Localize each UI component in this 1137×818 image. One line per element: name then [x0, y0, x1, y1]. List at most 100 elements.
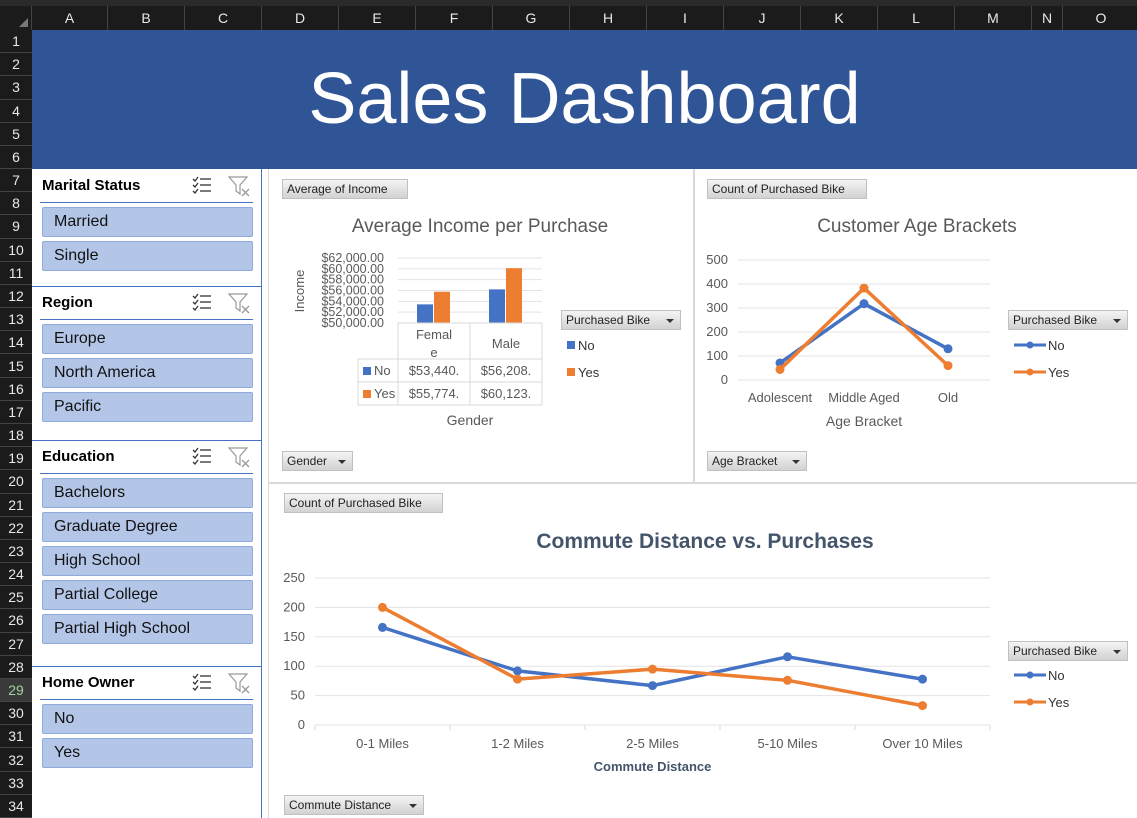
row-header-18[interactable]: 18: [0, 424, 32, 448]
commute-axis-field-button[interactable]: Commute Distance: [284, 795, 424, 815]
row-header-26[interactable]: 26: [0, 609, 32, 633]
clear-filter-icon[interactable]: [227, 672, 251, 694]
age-legend-no: No: [1048, 338, 1065, 353]
commute-legend-field-button[interactable]: Purchased Bike: [1008, 641, 1128, 661]
row-header-25[interactable]: 25: [0, 586, 32, 610]
row-header-21[interactable]: 21: [0, 494, 32, 517]
slicer-item[interactable]: Married: [42, 207, 253, 237]
column-header-h[interactable]: H: [570, 6, 647, 30]
income-y-tick: $50,000.00: [321, 316, 384, 330]
slicer-item[interactable]: North America: [42, 358, 253, 388]
row-header-24[interactable]: 24: [0, 563, 32, 587]
row-header-32[interactable]: 32: [0, 748, 32, 772]
row-header-16[interactable]: 16: [0, 378, 32, 401]
row-header-1[interactable]: 1: [0, 30, 32, 54]
commute-series-yes-point: [648, 664, 657, 674]
commute-chart-title: Commute Distance vs. Purchases: [536, 530, 874, 553]
row-header-28[interactable]: 28: [0, 656, 32, 679]
clear-filter-icon[interactable]: [227, 446, 251, 468]
row-header-8[interactable]: 8: [0, 192, 32, 216]
column-header-e[interactable]: E: [339, 6, 416, 30]
clear-filter-icon[interactable]: [227, 292, 251, 314]
slicer-item[interactable]: Europe: [42, 324, 253, 354]
column-header-j[interactable]: J: [724, 6, 801, 30]
table-cell-value: $53,440.: [409, 363, 460, 378]
age-axis-field-button[interactable]: Age Bracket: [707, 451, 807, 471]
clear-filter-icon[interactable]: [227, 175, 251, 197]
row-header-9[interactable]: 9: [0, 215, 32, 239]
multi-select-icon[interactable]: [192, 447, 212, 465]
row-header-15[interactable]: 15: [0, 354, 32, 378]
row-header-13[interactable]: 13: [0, 308, 32, 332]
column-header-k[interactable]: K: [801, 6, 878, 30]
income-axis-field-button[interactable]: Gender: [282, 451, 353, 471]
row-header-23[interactable]: 23: [0, 540, 32, 564]
slicer-item[interactable]: Bachelors: [42, 478, 253, 508]
row-header-27[interactable]: 27: [0, 633, 32, 656]
row-header-19[interactable]: 19: [0, 447, 32, 471]
row-header-10[interactable]: 10: [0, 239, 32, 262]
slicer-item[interactable]: Graduate Degree: [42, 512, 253, 542]
income-legend-field-button[interactable]: Purchased Bike: [561, 310, 681, 330]
slicer-item[interactable]: No: [42, 704, 253, 734]
row-header-22[interactable]: 22: [0, 517, 32, 540]
row-header-3[interactable]: 3: [0, 76, 32, 100]
column-header-c[interactable]: C: [185, 6, 262, 30]
row-header-4[interactable]: 4: [0, 100, 32, 123]
income-y-tick: $56,000.00: [321, 284, 384, 298]
row-header-12[interactable]: 12: [0, 285, 32, 309]
row-header-30[interactable]: 30: [0, 702, 32, 726]
commute-series-yes-line: [381, 605, 923, 708]
multi-select-icon[interactable]: [192, 673, 212, 691]
column-header-f[interactable]: F: [416, 6, 493, 30]
age-series-no-point: [943, 344, 953, 354]
slicer-item[interactable]: Pacific: [42, 392, 253, 422]
row-header-2[interactable]: 2: [0, 53, 32, 77]
column-header-g[interactable]: G: [493, 6, 570, 30]
column-header-l[interactable]: L: [878, 6, 955, 30]
age-series-yes-point: [775, 364, 785, 374]
slicer-divider: [32, 286, 262, 287]
commute-series-no-point: [378, 622, 387, 632]
column-header-i[interactable]: I: [647, 6, 724, 30]
row-header-34[interactable]: 34: [0, 795, 32, 818]
column-header-b[interactable]: B: [108, 6, 185, 30]
slicer-item[interactable]: Partial College: [42, 580, 253, 610]
row-header-31[interactable]: 31: [0, 725, 32, 749]
row-header-7[interactable]: 7: [0, 169, 32, 193]
age-legend-yes-marker: [1014, 368, 1046, 376]
row-header-6[interactable]: 6: [0, 146, 32, 170]
column-header-d[interactable]: D: [262, 6, 339, 30]
row-header-11[interactable]: 11: [0, 262, 32, 285]
age-series-no-line: [778, 301, 949, 365]
multi-select-icon[interactable]: [192, 176, 212, 194]
commute-x-tick: 5-10 Miles: [758, 736, 818, 751]
column-header-n[interactable]: N: [1032, 6, 1063, 30]
column-header-o[interactable]: O: [1063, 6, 1137, 30]
multi-select-icon[interactable]: [192, 293, 212, 311]
age-value-field-button[interactable]: Count of Purchased Bike: [707, 179, 867, 199]
row-header-17[interactable]: 17: [0, 401, 32, 424]
slicer-item[interactable]: Partial High School: [42, 614, 253, 644]
age-legend-field-button[interactable]: Purchased Bike: [1008, 310, 1128, 330]
commute-chart-plot: 250 200 150 100 50 0 0-1 Miles 1-2 Miles 2-5 Mil…: [283, 570, 991, 774]
slicer-item[interactable]: Single: [42, 241, 253, 271]
age-legend-yes: Yes: [1048, 365, 1070, 380]
table-header-text: Femal: [416, 327, 452, 342]
slicer-item[interactable]: Yes: [42, 738, 253, 768]
select-all-corner[interactable]: [0, 6, 32, 30]
slicer-title: Region: [42, 294, 93, 311]
column-header-m[interactable]: M: [955, 6, 1032, 30]
income-value-field-button[interactable]: Average of Income: [282, 179, 408, 199]
row-header-5[interactable]: 5: [0, 123, 32, 146]
commute-value-field-button[interactable]: Count of Purchased Bike: [284, 493, 443, 513]
slicer-item[interactable]: High School: [42, 546, 253, 576]
row-header-14[interactable]: 14: [0, 331, 32, 355]
row-header-20[interactable]: 20: [0, 470, 32, 494]
age-x-tick: Middle Aged: [828, 390, 900, 405]
row-header-29[interactable]: 29: [0, 678, 32, 703]
row-header-33[interactable]: 33: [0, 772, 32, 795]
age-x-axis-label: Age Bracket: [826, 413, 902, 429]
table-row-label: No: [374, 363, 391, 378]
column-header-a[interactable]: A: [32, 6, 108, 30]
